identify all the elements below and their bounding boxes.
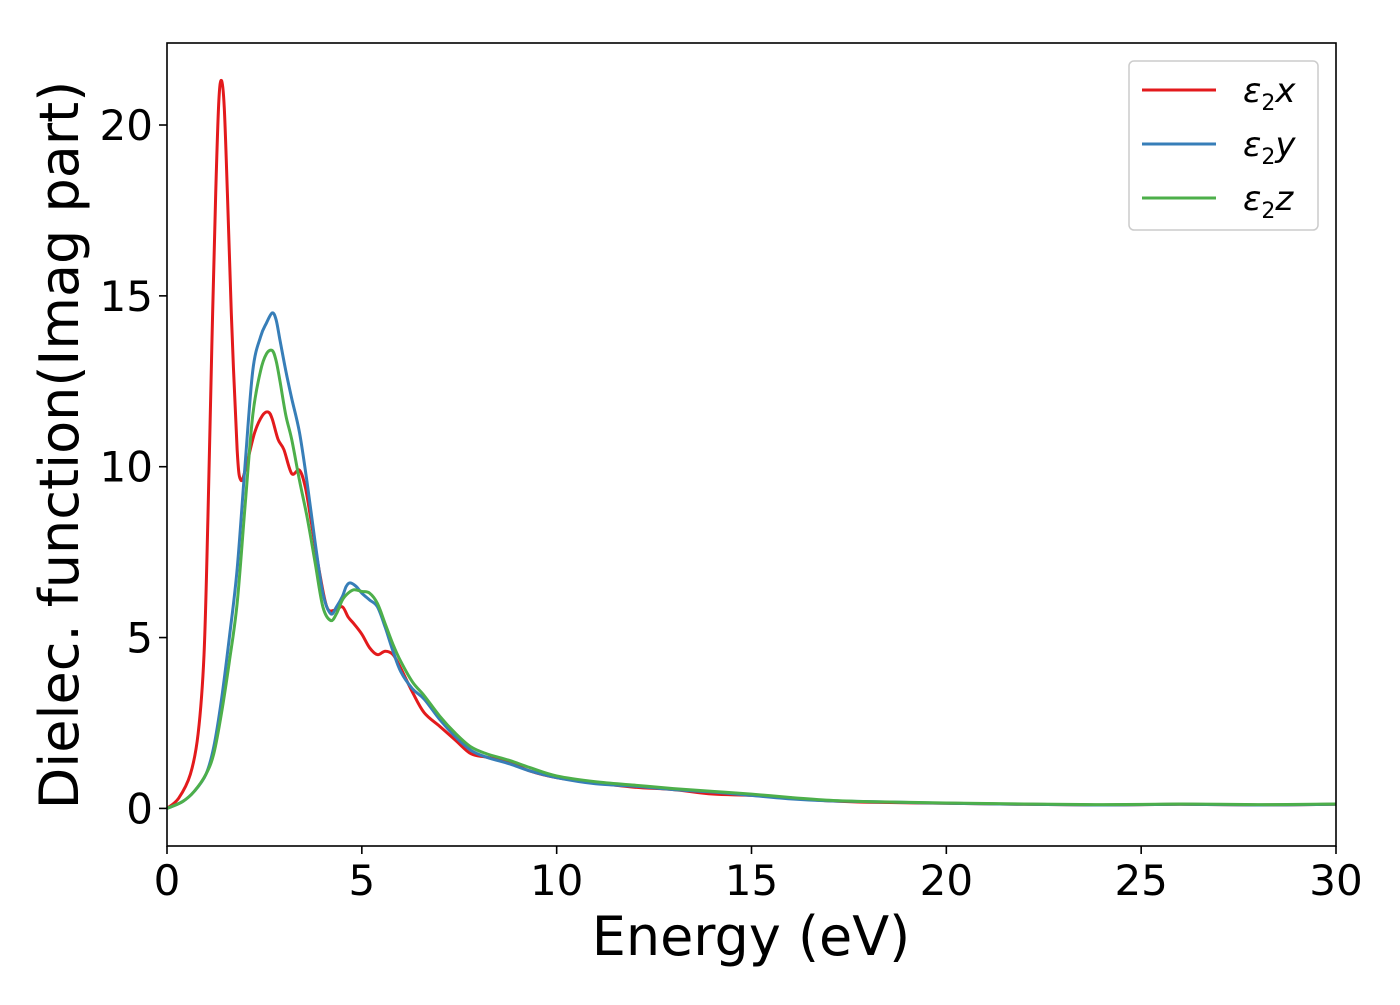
legend-entry-x: ε2x	[1142, 71, 1296, 116]
legend-label: ε2z	[1243, 179, 1294, 224]
legend-entries: ε2x ε2y ε2z	[1142, 71, 1296, 224]
series-line-z	[166, 348, 1337, 810]
x-tick-label: 25	[1114, 856, 1167, 905]
x-tick-label: 0	[154, 856, 181, 905]
x-tick-label: 10	[530, 856, 583, 905]
y-axis-ticks: 0 5 10 15 20	[100, 101, 167, 833]
legend: ε2x ε2y ε2z	[1128, 60, 1319, 231]
legend-box	[1128, 60, 1319, 231]
x-tick-label: 20	[920, 856, 973, 905]
legend-label: ε2x	[1243, 71, 1296, 116]
x-tick-label: 30	[1309, 856, 1362, 905]
series-line-x	[166, 78, 1337, 810]
x-tick-label: 5	[348, 856, 375, 905]
x-axis-ticks: 0 5 10 15 20 25 30	[154, 846, 1363, 905]
legend-entry-z: ε2z	[1142, 179, 1294, 224]
y-tick-label: 20	[100, 101, 153, 150]
x-tick-label: 15	[725, 856, 778, 905]
series-layer	[166, 78, 1337, 810]
x-axis-label: Energy (eV)	[592, 905, 911, 968]
y-tick-label: 0	[126, 784, 153, 833]
y-tick-label: 10	[100, 443, 153, 492]
y-tick-label: 5	[126, 614, 153, 663]
legend-label: ε2y	[1243, 125, 1296, 170]
y-tick-label: 15	[100, 272, 153, 321]
y-axis-label: Dielec. function(Imag part)	[28, 81, 91, 810]
legend-entry-y: ε2y	[1142, 125, 1296, 170]
